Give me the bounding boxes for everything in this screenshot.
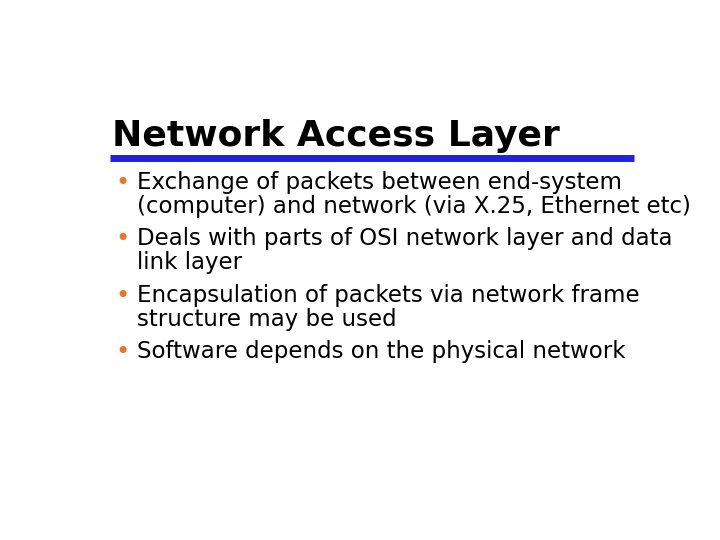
Text: Network Access Layer: Network Access Layer bbox=[112, 119, 560, 153]
Text: Exchange of packets between end-system: Exchange of packets between end-system bbox=[138, 171, 622, 194]
Text: •: • bbox=[115, 341, 130, 364]
Text: Software depends on the physical network: Software depends on the physical network bbox=[138, 341, 626, 363]
Text: Deals with parts of OSI network layer and data: Deals with parts of OSI network layer an… bbox=[138, 227, 673, 251]
Text: •: • bbox=[115, 171, 130, 195]
Text: link layer: link layer bbox=[138, 252, 243, 274]
Text: •: • bbox=[115, 227, 130, 252]
Text: Encapsulation of packets via network frame: Encapsulation of packets via network fra… bbox=[138, 284, 640, 307]
Text: structure may be used: structure may be used bbox=[138, 308, 397, 331]
Text: •: • bbox=[115, 284, 130, 308]
Text: (computer) and network (via X.25, Ethernet etc): (computer) and network (via X.25, Ethern… bbox=[138, 195, 691, 218]
